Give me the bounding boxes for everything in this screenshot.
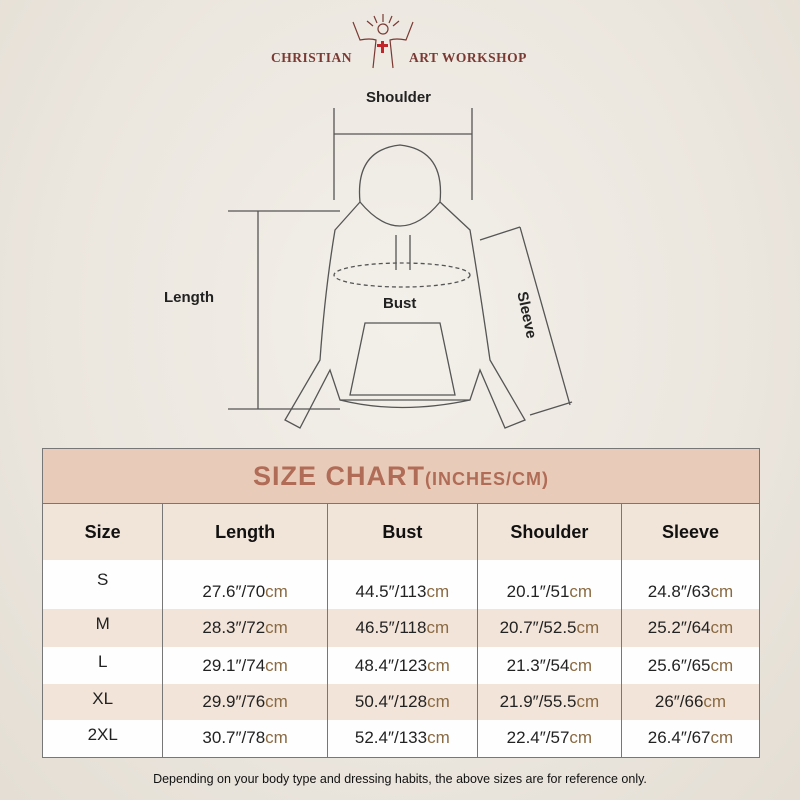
measure-cell: 30.7″/78cm	[162, 720, 328, 758]
inch-value: 27.6″/70	[202, 581, 266, 601]
bust-label: Bust	[383, 295, 417, 312]
table-row: S 27.6″/70cm 44.5″/113cm 20.1″/51cm 24.8″/63…	[41, 560, 761, 609]
inch-value: 29.1″/74	[202, 655, 266, 675]
inch-value: 24.8″/63	[647, 581, 711, 601]
cm-unit: cm	[265, 581, 288, 601]
measure-cell: 29.1″/74cm	[162, 647, 328, 684]
footnote: Depending on your body type and dressing…	[153, 772, 647, 786]
table-row: 2XL 30.7″/78cm 52.4″/133cm 22.4″/57cm 26.4″/…	[41, 720, 761, 758]
column-header: Size	[41, 503, 164, 560]
measure-cell: 22.4″/57cm	[476, 720, 622, 758]
cm-unit: cm	[427, 728, 450, 748]
measure-cell: 25.2″/64cm	[620, 609, 761, 647]
cm-unit: cm	[265, 728, 288, 748]
measure-cell: 21.3″/54cm	[476, 647, 622, 684]
measure-cell: 26.4″/67cm	[620, 720, 761, 758]
brand-left: CHRISTIAN	[271, 50, 353, 65]
column-header: Sleeve	[620, 503, 761, 560]
cm-unit: cm	[426, 618, 450, 637]
measure-cell: 26″/66cm	[620, 684, 761, 720]
inch-value: 25.2″/64	[647, 618, 711, 637]
size-cell: L	[41, 647, 164, 684]
jesus-cross-logo-icon	[352, 14, 414, 69]
measure-cell: 25.6″/65cm	[620, 647, 761, 684]
inch-value: 29.9″/76	[202, 692, 266, 711]
cm-unit: cm	[569, 655, 593, 675]
measure-cell: 20.1″/51cm	[476, 560, 622, 609]
cm-unit: cm	[569, 581, 593, 601]
measure-cell: 29.9″/76cm	[162, 684, 328, 720]
cm-unit: cm	[426, 581, 450, 601]
measure-cell: 52.4″/133cm	[326, 720, 478, 758]
column-header: Length	[162, 503, 328, 560]
inch-value: 26″/66	[654, 692, 704, 711]
size-cell: XL	[41, 684, 164, 720]
inch-value: 20.7″/52.5	[499, 618, 577, 637]
cm-unit: cm	[576, 692, 600, 711]
column-header: Shoulder	[476, 503, 622, 560]
cm-unit: cm	[265, 655, 288, 675]
cm-unit: cm	[265, 692, 288, 711]
inch-value: 50.4″/128	[354, 692, 428, 711]
size-chart-title: SIZE CHART(INCHES/CM)	[42, 448, 760, 504]
measure-cell: 46.5″/118cm	[326, 609, 478, 647]
size-chart-table: SIZE CHART(INCHES/CM) Size Length Bust Shou…	[41, 448, 761, 758]
inch-value: 21.9″/55.5	[499, 692, 577, 711]
inch-value: 46.5″/118	[355, 618, 427, 637]
cm-unit: cm	[703, 692, 727, 711]
hoodie-diagram: Shoulder Length Bust Sleeve	[0, 70, 800, 440]
measure-cell: 24.8″/63cm	[620, 560, 761, 609]
cm-unit: cm	[569, 728, 593, 748]
size-cell: M	[41, 609, 164, 647]
cm-unit: cm	[427, 655, 450, 675]
measure-cell: 50.4″/128cm	[326, 684, 478, 720]
inch-value: 22.4″/57	[506, 728, 570, 748]
inch-value: 28.3″/72	[202, 618, 266, 637]
cm-unit: cm	[710, 581, 734, 601]
table-row: L 29.1″/74cm 48.4″/123cm 21.3″/54cm 25.6″/65…	[41, 647, 761, 684]
inch-value: 48.4″/123	[354, 655, 428, 675]
column-header: Bust	[326, 503, 478, 560]
table-row: XL 29.9″/76cm 50.4″/128cm 21.9″/55.5cm 26″/6…	[41, 684, 761, 720]
inch-value: 26.4″/67	[647, 728, 711, 748]
cm-unit: cm	[576, 618, 600, 637]
inch-value: 52.4″/133	[354, 728, 428, 748]
cm-unit: cm	[710, 655, 734, 675]
brand-logo: CHRISTIAN ART WORKSHOP	[0, 12, 800, 72]
cm-unit: cm	[427, 692, 450, 711]
brand-right: ART WORKSHOP	[409, 50, 527, 65]
measure-cell: 48.4″/123cm	[326, 647, 478, 684]
measure-cell: 27.6″/70cm	[162, 560, 328, 609]
hoodie-outline-icon	[228, 108, 573, 429]
inch-value: 44.5″/113	[355, 581, 427, 601]
size-cell: 2XL	[41, 720, 164, 758]
shoulder-label: Shoulder	[366, 89, 432, 106]
measure-cell: 44.5″/113cm	[326, 560, 478, 609]
measure-cell: 20.7″/52.5cm	[476, 609, 622, 647]
inch-value: 21.3″/54	[506, 655, 570, 675]
cm-unit: cm	[710, 618, 734, 637]
cm-unit: cm	[265, 618, 288, 637]
measure-cell: 28.3″/72cm	[162, 609, 328, 647]
size-cell: S	[41, 560, 164, 609]
inch-value: 30.7″/78	[202, 728, 266, 748]
inch-value: 25.6″/65	[647, 655, 711, 675]
measure-cell: 21.9″/55.5cm	[476, 684, 622, 720]
length-label: Length	[164, 289, 214, 306]
table-row: M 28.3″/72cm 46.5″/118cm 20.7″/52.5cm 25.2″/…	[41, 609, 761, 647]
cm-unit: cm	[710, 728, 734, 748]
inch-value: 20.1″/51	[506, 581, 570, 601]
